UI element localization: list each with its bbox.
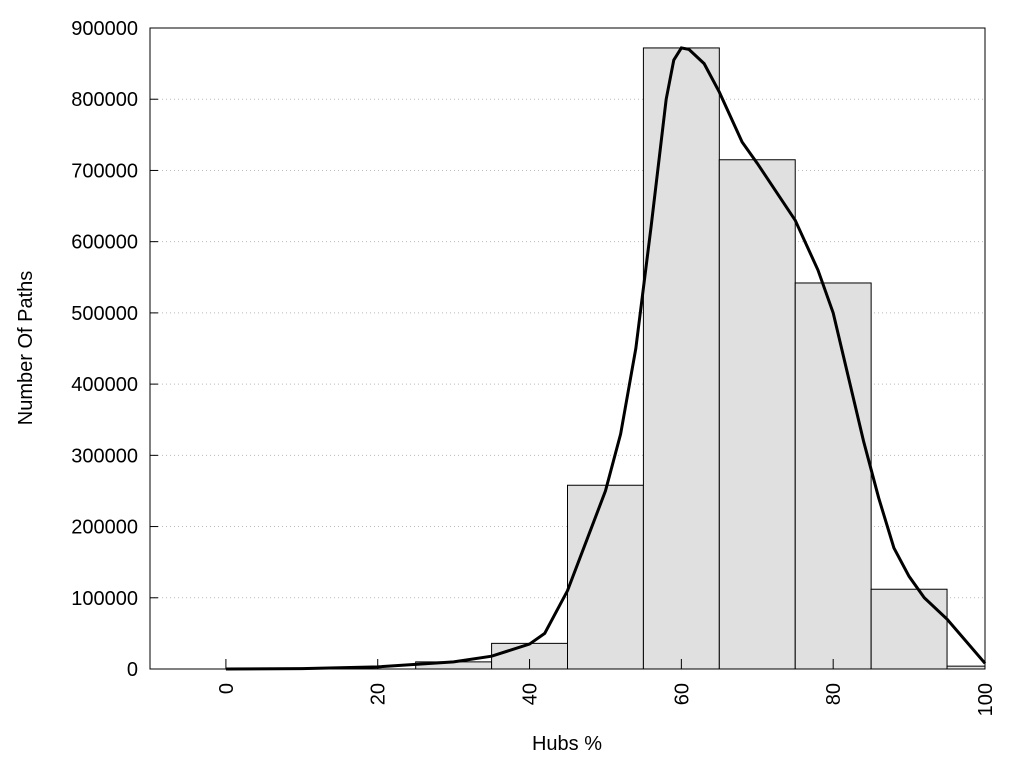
y-tick-label: 200000 (71, 517, 138, 539)
x-axis-label: Hubs % (532, 733, 602, 755)
y-tick-label: 800000 (71, 89, 138, 111)
y-tick-label: 400000 (71, 374, 138, 396)
y-axis-label: Number Of Paths (15, 271, 37, 426)
y-tick-label: 100000 (71, 588, 138, 610)
bar (794, 282, 872, 670)
x-tick-label: 60 (671, 683, 693, 705)
y-tick-label: 500000 (71, 303, 138, 325)
y-tick-label: 0 (127, 659, 138, 681)
x-tick-label: 40 (520, 683, 542, 705)
bar (718, 159, 796, 670)
x-tick-label: 0 (216, 683, 238, 694)
y-tick-label: 700000 (71, 160, 138, 182)
y-tick-label: 900000 (71, 18, 138, 40)
x-tick-label: 80 (823, 683, 845, 705)
y-tick-label: 300000 (71, 445, 138, 467)
bar (567, 484, 644, 670)
plot-frame (149, 27, 986, 670)
x-tick-label: 100 (975, 683, 997, 716)
bar (870, 588, 948, 670)
bar (642, 47, 720, 670)
y-tick-label: 600000 (71, 232, 138, 254)
density-line (225, 46, 987, 671)
x-tick-label: 20 (368, 683, 390, 705)
